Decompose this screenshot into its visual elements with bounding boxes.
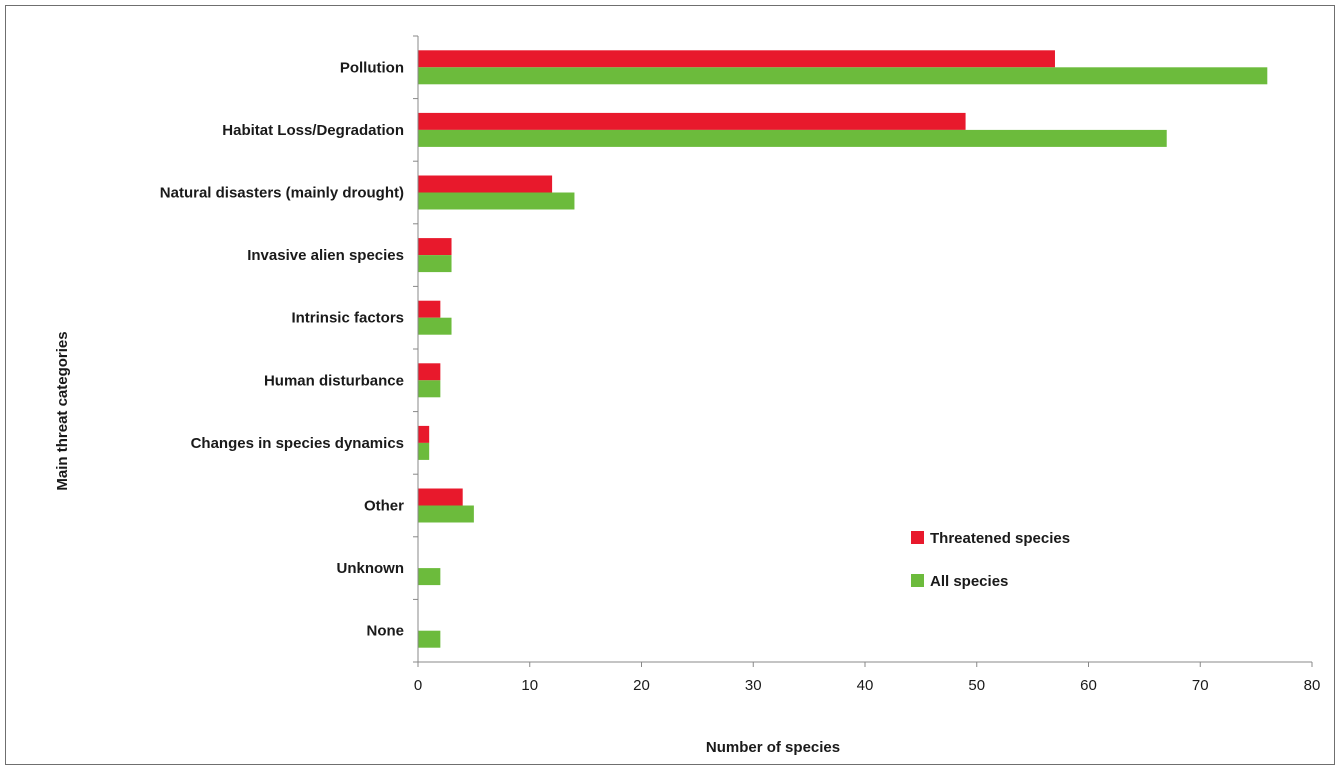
bar-all-changes-in-species-dynamics: [418, 442, 430, 460]
bar-chart: Pollution Habitat Loss/Degradation Natural…: [54, 35, 1321, 756]
x-tick-labels: 0 10 20 30 40 50 60 70 80: [414, 677, 1321, 694]
category-label-habitat-loss-degradation: Habitat Loss/Degradation: [222, 122, 404, 139]
x-tick-label-10: 10: [521, 677, 538, 694]
bar-all-none: [418, 630, 441, 648]
bar-all-unknown: [418, 568, 441, 586]
category-label-natural-disasters-mainly-drought: Natural disasters (mainly drought): [160, 185, 404, 202]
bar-threatened-intrinsic-factors: [418, 300, 441, 318]
y-axis-title: Main threat categories: [54, 331, 71, 490]
x-tick-label-50: 50: [968, 677, 985, 694]
category-label-none: None: [367, 623, 405, 640]
category-label-unknown: Unknown: [337, 560, 405, 577]
x-tick-label-40: 40: [857, 677, 874, 694]
bar-all-human-disturbance: [418, 380, 441, 398]
bar-threatened-changes-in-species-dynamics: [418, 425, 430, 443]
bar-all-invasive-alien-species: [418, 255, 452, 273]
bar-threatened-natural-disasters-mainly-drought: [418, 175, 553, 193]
x-tick-label-30: 30: [745, 677, 762, 694]
bar-all-pollution: [418, 67, 1268, 85]
legend-swatch-threatened: [911, 531, 924, 544]
category-label-human-disturbance: Human disturbance: [264, 372, 404, 389]
bars-group: [418, 50, 1268, 648]
category-label-pollution: Pollution: [340, 59, 404, 76]
category-label-intrinsic-factors: Intrinsic factors: [291, 310, 404, 327]
axes-group: [413, 35, 1313, 667]
bar-threatened-pollution: [418, 50, 1055, 68]
x-axis-title: Number of species: [706, 739, 840, 756]
x-tick-label-0: 0: [414, 677, 422, 694]
x-tick-label-70: 70: [1192, 677, 1209, 694]
category-label-invasive-alien-species: Invasive alien species: [247, 247, 404, 264]
bar-all-habitat-loss-degradation: [418, 129, 1167, 147]
x-tick-label-80: 80: [1304, 677, 1321, 694]
legend: Threatened species All species: [911, 530, 1070, 590]
bar-threatened-invasive-alien-species: [418, 238, 452, 256]
bar-all-other: [418, 505, 474, 523]
x-tick-label-20: 20: [633, 677, 650, 694]
category-labels: Pollution Habitat Loss/Degradation Natural…: [160, 59, 404, 639]
legend-label-threatened: Threatened species: [930, 530, 1070, 547]
category-label-other: Other: [364, 498, 404, 515]
x-tick-label-60: 60: [1080, 677, 1097, 694]
bar-all-intrinsic-factors: [418, 317, 452, 335]
legend-swatch-all: [911, 574, 924, 587]
bar-threatened-human-disturbance: [418, 363, 441, 381]
category-label-changes-in-species-dynamics: Changes in species dynamics: [191, 435, 404, 452]
legend-label-all: All species: [930, 573, 1008, 590]
bar-threatened-other: [418, 488, 463, 506]
bar-threatened-habitat-loss-degradation: [418, 112, 966, 130]
chart-frame: Pollution Habitat Loss/Degradation Natural…: [5, 5, 1335, 765]
bar-all-natural-disasters-mainly-drought: [418, 192, 575, 210]
